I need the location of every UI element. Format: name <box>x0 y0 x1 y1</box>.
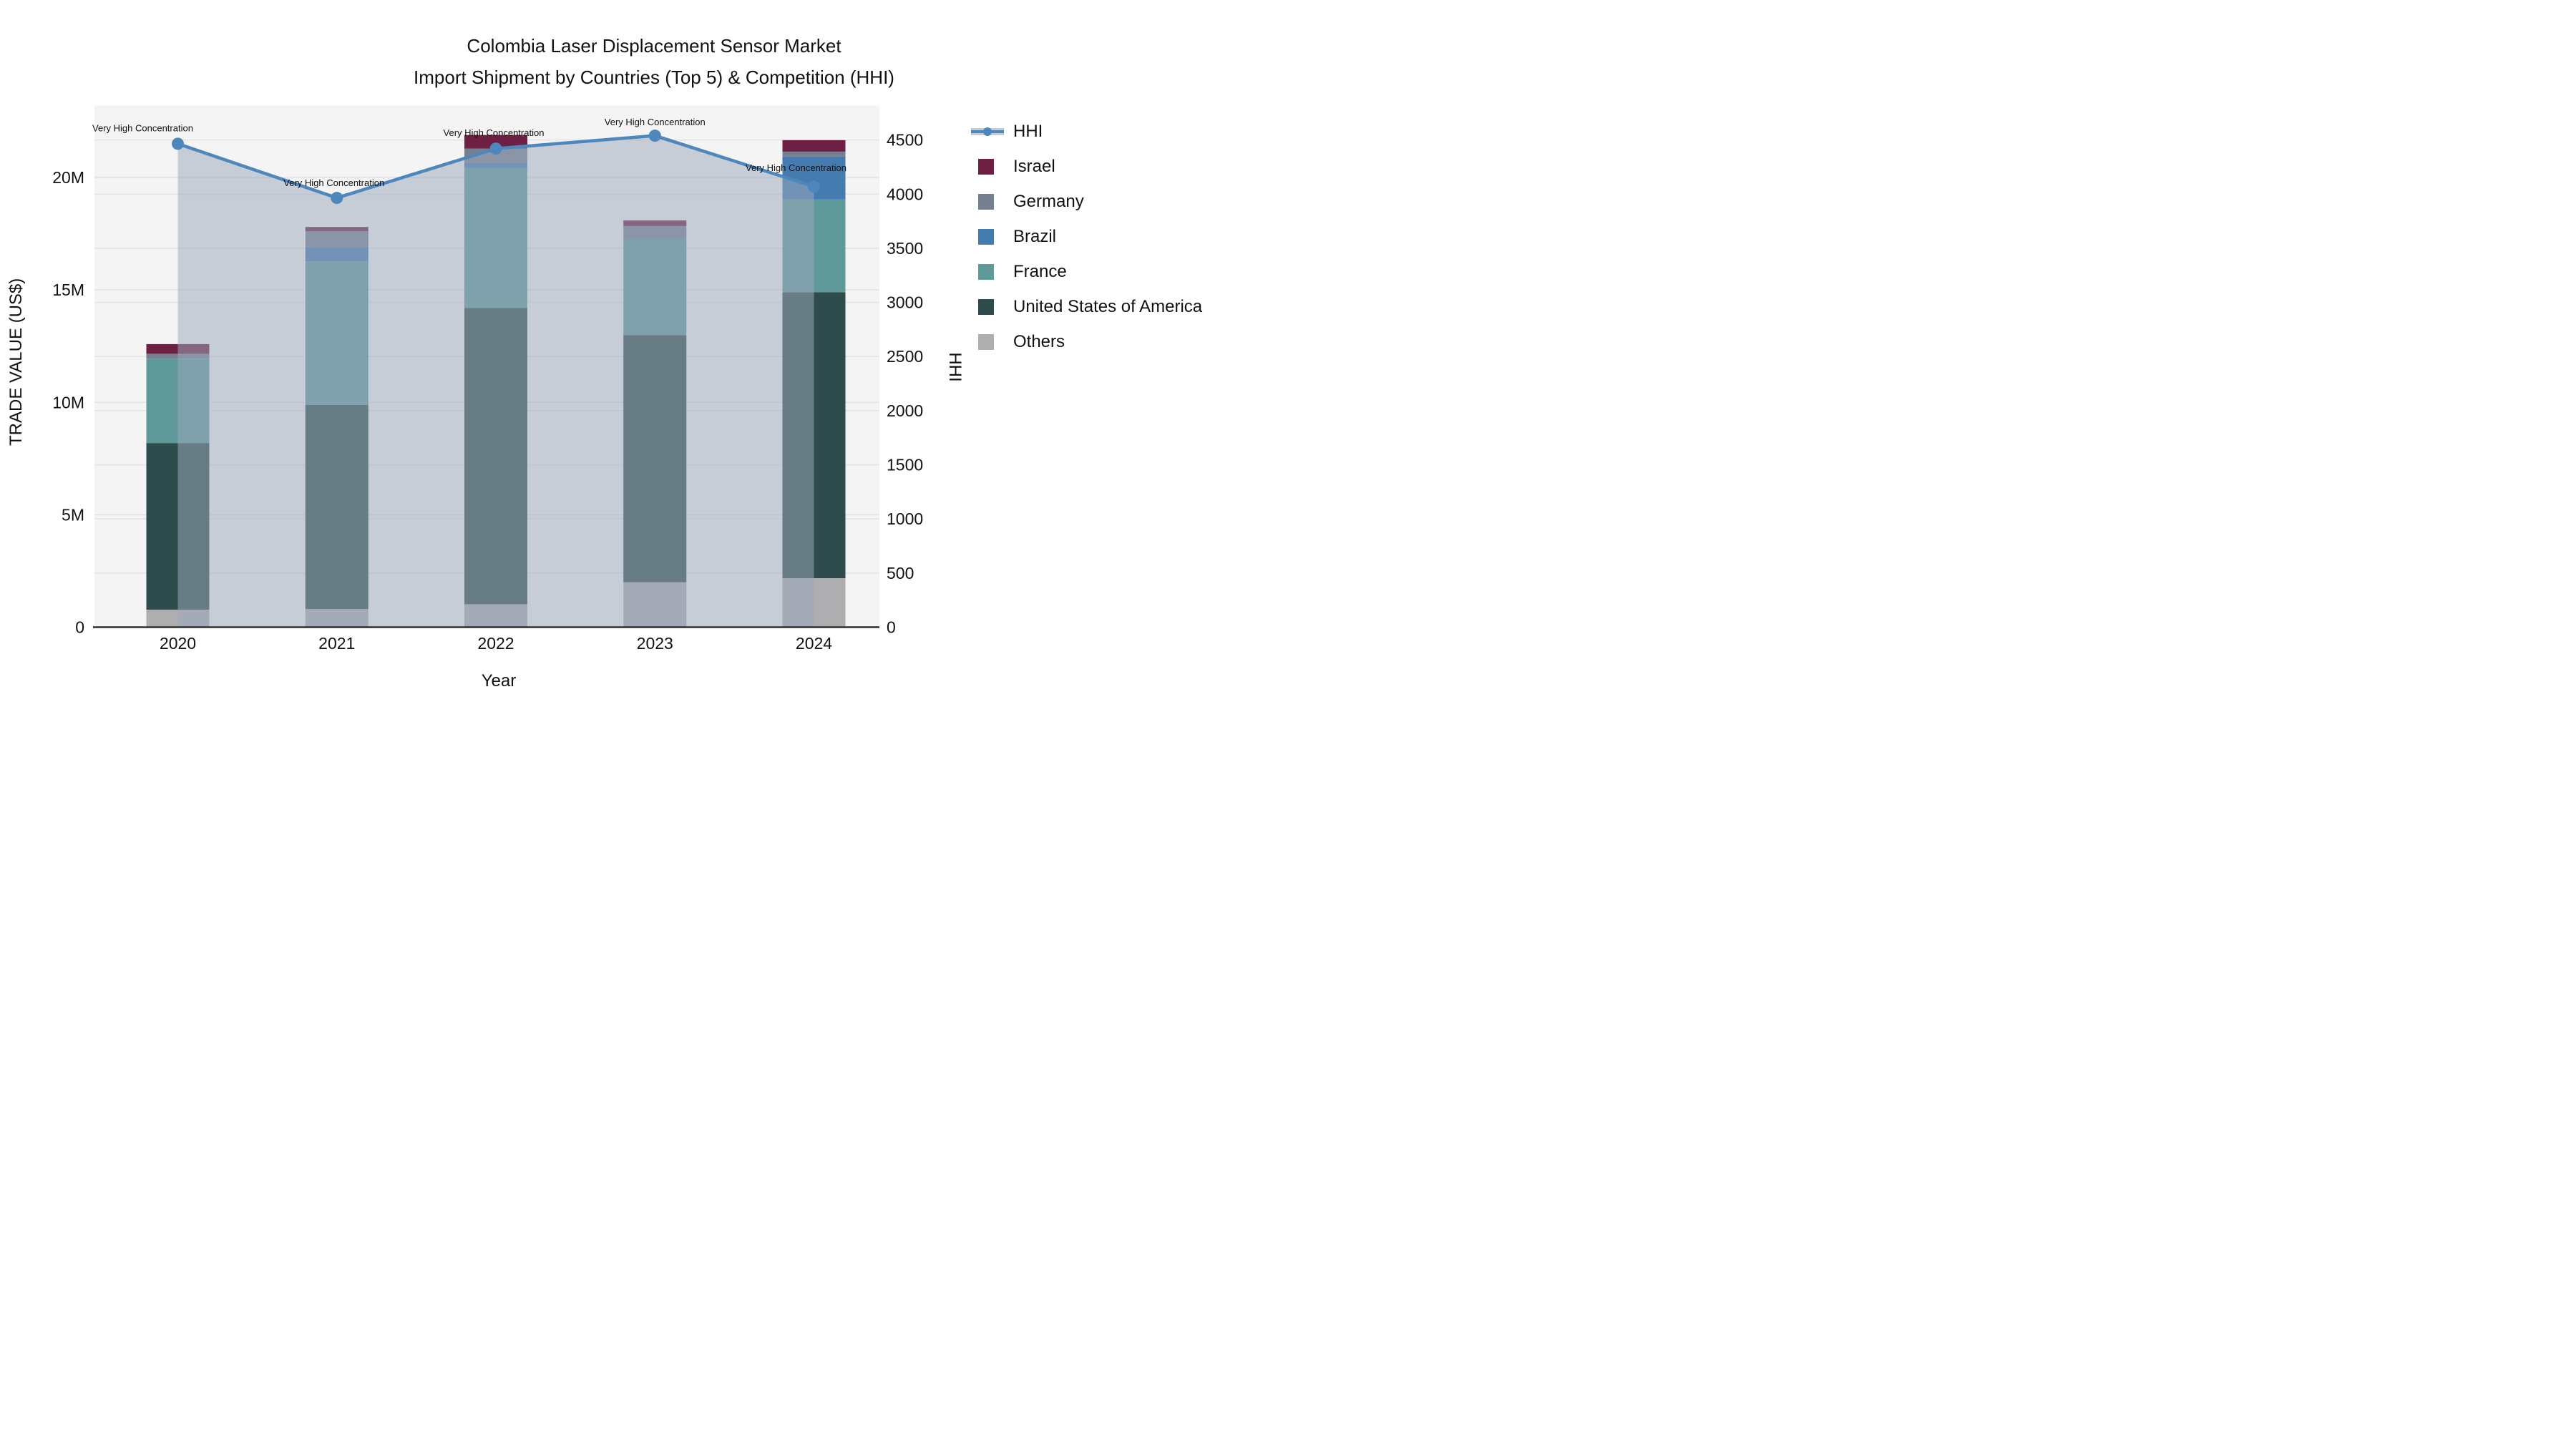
hhi-marker-2020 <box>172 137 184 150</box>
y-right-tick: 3500 <box>887 239 923 258</box>
y-left-tick: 15M <box>52 280 84 299</box>
y-right-tick: 1500 <box>887 456 923 474</box>
y-right-axis-title: HHI <box>945 352 965 382</box>
hhi-marker-2022 <box>489 142 502 155</box>
y-left-tick: 0 <box>75 618 84 637</box>
y-left-tick: 5M <box>62 505 84 524</box>
x-tick-2023: 2023 <box>637 634 673 653</box>
bar-segment-israel <box>782 140 846 152</box>
hhi-area-fill <box>177 135 814 628</box>
chart-plot-area: Very High Concentration Very High Concent… <box>52 105 923 653</box>
hhi-marker-2023 <box>648 130 661 142</box>
chart-figure: Very High Concentration Very High Concent… <box>0 0 1288 725</box>
annotation-2024: Very High Concentration <box>746 162 847 173</box>
annotation-2021: Very High Concentration <box>283 177 384 188</box>
hhi-marker-2021 <box>331 192 343 205</box>
legend-label: Israel <box>1013 156 1055 176</box>
x-tick-2020: 2020 <box>160 634 196 653</box>
annotation-2022: Very High Concentration <box>444 127 545 138</box>
legend-color-swatch <box>971 158 1004 175</box>
legend-label: Germany <box>1013 191 1084 211</box>
legend-color-swatch <box>971 193 1004 210</box>
x-tick-2024: 2024 <box>796 634 832 653</box>
legend-item-france: France <box>971 254 1202 289</box>
legend-color-swatch <box>971 263 1004 280</box>
y-left-tick: 20M <box>52 168 84 187</box>
bar-segment-germany <box>782 151 846 157</box>
legend-item-others: Others <box>971 324 1202 359</box>
y-right-tick: 1000 <box>887 509 923 528</box>
y-right-tick: 4500 <box>887 131 923 150</box>
legend-item-united-states-of-america: United States of America <box>971 289 1202 324</box>
legend: HHI Israel Germany Brazil France United State… <box>971 114 1202 359</box>
bar-segment-israel <box>464 135 527 149</box>
x-axis-title: Year <box>481 671 517 691</box>
legend-item-hhi: HHI <box>971 114 1202 149</box>
y-right-tick: 0 <box>887 618 896 637</box>
legend-item-israel: Israel <box>971 149 1202 184</box>
legend-label: Others <box>1013 331 1065 351</box>
y-right-tick: 2000 <box>887 401 923 420</box>
y-right-tick: 500 <box>887 564 914 582</box>
legend-item-brazil: Brazil <box>971 219 1202 254</box>
y-right-tick: 2500 <box>887 347 923 366</box>
legend-color-swatch <box>971 228 1004 245</box>
y-right-tick: 3000 <box>887 293 923 312</box>
chart-title: Colombia Laser Displacement Sensor Marke… <box>414 30 894 93</box>
legend-color-swatch <box>971 333 1004 351</box>
annotation-2023: Very High Concentration <box>605 117 706 127</box>
legend-line-sample <box>971 123 1004 140</box>
legend-label: United States of America <box>1013 296 1203 316</box>
y-right-tick: 4000 <box>887 185 923 203</box>
hhi-marker-2024 <box>808 180 820 193</box>
legend-item-germany: Germany <box>971 184 1202 219</box>
y-left-axis-title: TRADE VALUE (US$) <box>6 278 26 446</box>
legend-label: HHI <box>1013 121 1043 141</box>
legend-label: France <box>1013 261 1067 281</box>
y-left-tick: 10M <box>52 393 84 411</box>
chart-title-line2: Import Shipment by Countries (Top 5) & C… <box>414 67 894 88</box>
x-tick-2021: 2021 <box>318 634 355 653</box>
legend-color-swatch <box>971 298 1004 316</box>
legend-label: Brazil <box>1013 226 1057 246</box>
x-tick-2022: 2022 <box>477 634 514 653</box>
annotation-2020: Very High Concentration <box>92 122 193 133</box>
chart-title-line1: Colombia Laser Displacement Sensor Marke… <box>467 35 841 57</box>
